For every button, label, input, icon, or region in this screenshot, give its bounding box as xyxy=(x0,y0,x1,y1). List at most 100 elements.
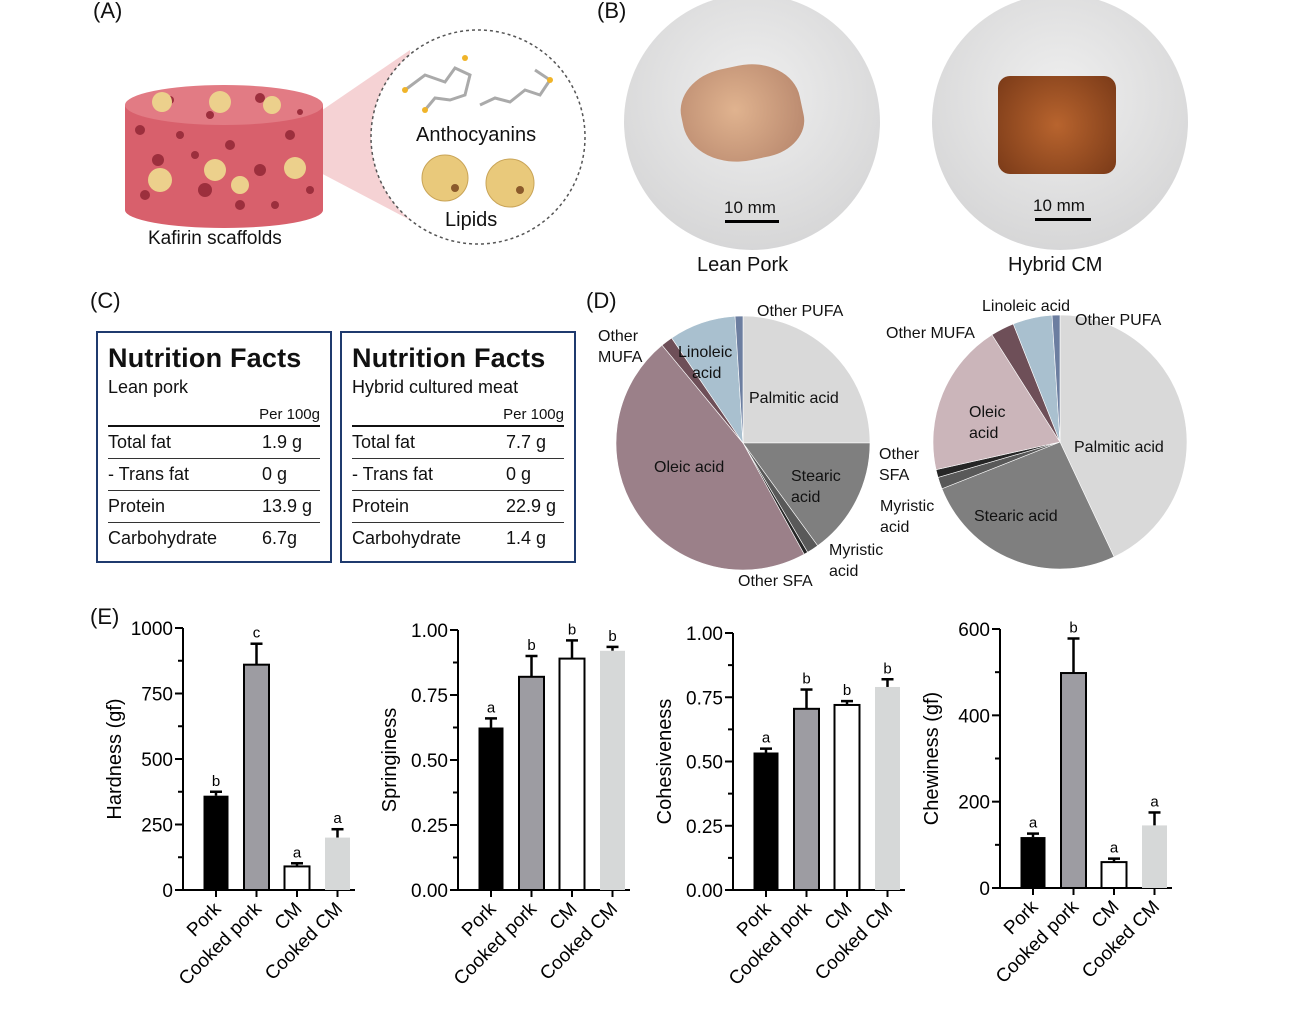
row-label: Protein xyxy=(108,496,166,516)
nutrition-table-lean-pork: Nutrition Facts Lean pork Per 100g Total… xyxy=(96,331,332,563)
bar xyxy=(600,650,625,890)
scaffold-label: Kafirin scaffolds xyxy=(148,228,282,249)
hybrid-cm-label: Hybrid CM xyxy=(1008,254,1103,276)
anthocyanin-molecule-icon xyxy=(402,55,553,113)
row-label: Total fat xyxy=(352,432,416,452)
bar xyxy=(1142,825,1167,888)
significance-letter: c xyxy=(253,625,261,642)
bar xyxy=(1100,861,1128,889)
pie-slice xyxy=(1051,314,1061,443)
nutrition-title: Nutrition Facts xyxy=(352,343,546,373)
y-axis-label: Cohesiveness xyxy=(654,699,676,825)
per-100g: Per 100g xyxy=(108,406,320,427)
y-tick-label: 1.00 xyxy=(686,624,723,645)
pie-label: Other PUFA xyxy=(757,303,844,320)
table-row: - Trans fat 0 g xyxy=(108,459,320,491)
y-tick-label: 750 xyxy=(141,685,173,706)
row-label: Carbohydrate xyxy=(352,528,462,548)
row-label: Carbohydrate xyxy=(108,528,218,548)
pie-slice xyxy=(932,334,1061,471)
row-value: 1.9 g xyxy=(262,432,303,452)
row-value: 13.9 g xyxy=(262,496,313,516)
pie-slice xyxy=(734,315,744,444)
pie-label: Linoleic acid xyxy=(982,298,1071,315)
lean-pork-label: Lean Pork xyxy=(697,254,789,276)
bar xyxy=(1060,672,1087,890)
pie-label: Stearic xyxy=(791,468,841,485)
pie-label: Other xyxy=(879,446,920,463)
significance-letter: a xyxy=(1150,793,1159,810)
y-tick-label: 0.75 xyxy=(686,688,723,709)
pie-label: MUFA xyxy=(598,349,643,366)
significance-letter: b xyxy=(883,660,891,677)
hybrid-sample xyxy=(998,76,1116,174)
bar xyxy=(753,752,779,890)
significance-letter: b xyxy=(802,671,810,688)
y-tick-label: 0 xyxy=(162,881,173,902)
row-label: Protein xyxy=(352,496,410,516)
pie-chart xyxy=(615,315,871,571)
y-axis-label: Hardness (gf) xyxy=(104,698,126,819)
significance-letter: a xyxy=(762,730,771,747)
y-axis-label: Springiness xyxy=(379,708,401,813)
pie-label: Linoleic xyxy=(678,344,733,361)
significance-letter: b xyxy=(527,637,535,654)
table-row: Protein 22.9 g xyxy=(352,491,564,523)
scale-bar-label: 10 mm xyxy=(724,198,776,217)
pie-label: Other SFA xyxy=(738,573,813,590)
pie-label: acid xyxy=(880,519,910,536)
row-label: - Trans fat xyxy=(108,464,190,484)
per-100g: Per 100g xyxy=(352,406,564,427)
table-row: Total fat 1.9 g xyxy=(108,427,320,459)
y-tick-label: 200 xyxy=(958,793,990,814)
table-row: Total fat 7.7 g xyxy=(352,427,564,459)
fat-clusters xyxy=(148,91,306,194)
panel-label-d: (D) xyxy=(586,288,617,313)
y-tick-label: 0.50 xyxy=(411,751,448,772)
bar xyxy=(203,795,229,890)
row-label: Total fat xyxy=(108,432,172,452)
table-row: Protein 13.9 g xyxy=(108,491,320,523)
row-label: - Trans fat xyxy=(352,464,434,484)
pie-label: acid xyxy=(791,489,821,506)
hybrid-cm-photo: 10 mm xyxy=(932,0,1188,250)
pie-label: Oleic xyxy=(969,404,1006,421)
pie-slice xyxy=(941,441,1115,570)
pie-chart xyxy=(932,314,1188,570)
pie-label: Palmitic acid xyxy=(749,390,839,407)
nutrition-subtitle: Lean pork xyxy=(108,377,189,397)
bar xyxy=(243,663,270,891)
table-row: - Trans fat 0 g xyxy=(352,459,564,491)
scaffold-illustration xyxy=(125,29,586,245)
pie-label: Palmitic acid xyxy=(1074,439,1164,456)
significance-letter: b xyxy=(608,628,616,645)
pie-label: Other xyxy=(598,328,639,345)
y-tick-label: 1000 xyxy=(131,619,173,640)
significance-letter: b xyxy=(1069,619,1077,636)
y-tick-label: 0.00 xyxy=(411,881,448,902)
bar xyxy=(283,865,311,891)
panel-label-a: (A) xyxy=(93,0,123,23)
lipids-label: Lipids xyxy=(445,209,498,231)
pie-label: Myristic xyxy=(829,542,884,559)
y-tick-label: 0.50 xyxy=(686,753,723,774)
row-value: 0 g xyxy=(262,464,288,484)
bar xyxy=(1020,837,1046,888)
row-value: 6.7g xyxy=(262,528,298,548)
pie-label: Stearic acid xyxy=(974,508,1058,525)
pie-slice xyxy=(1059,314,1188,558)
y-tick-label: 400 xyxy=(958,706,990,727)
y-tick-label: 250 xyxy=(141,816,173,837)
pie-slice xyxy=(742,315,871,444)
row-value: 1.4 g xyxy=(506,528,547,548)
pie-label: Oleic acid xyxy=(654,459,725,476)
nutrition-table-hybrid: Nutrition Facts Hybrid cultured meat Per… xyxy=(340,331,576,563)
pie-label: acid xyxy=(829,563,859,580)
pie-label: SFA xyxy=(879,467,910,484)
pie-slice xyxy=(615,344,805,571)
significance-letter: b xyxy=(568,621,576,638)
significance-letter: a xyxy=(333,810,342,827)
